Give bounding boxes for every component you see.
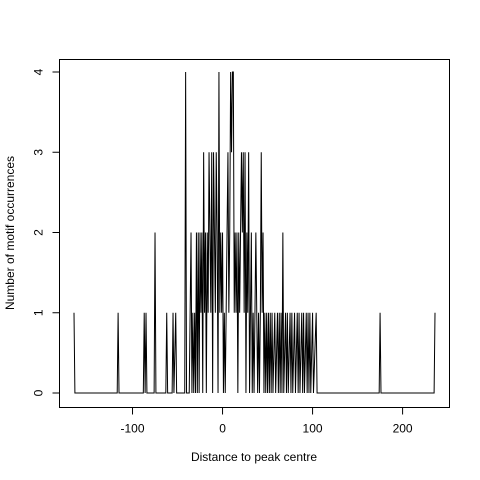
x-tick-label: 200: [393, 422, 413, 436]
x-axis-label: Distance to peak centre: [191, 450, 317, 464]
x-tick-label: 0: [219, 422, 226, 436]
y-axis: 0 1 2 3 4: [32, 68, 60, 396]
series-layer: [73, 71, 436, 394]
x-tick-label: -100: [121, 422, 145, 436]
y-tick-label: 2: [32, 229, 46, 236]
series-line: [73, 71, 436, 394]
y-tick-label: 3: [32, 149, 46, 156]
y-tick-label: 0: [32, 389, 46, 396]
y-tick-label: 1: [32, 309, 46, 316]
x-tick-label: 100: [303, 422, 323, 436]
y-tick-label: 4: [32, 68, 46, 75]
y-axis-label: Number of motif occurrences: [3, 156, 17, 310]
x-axis: -100 0 100 200: [121, 407, 413, 436]
